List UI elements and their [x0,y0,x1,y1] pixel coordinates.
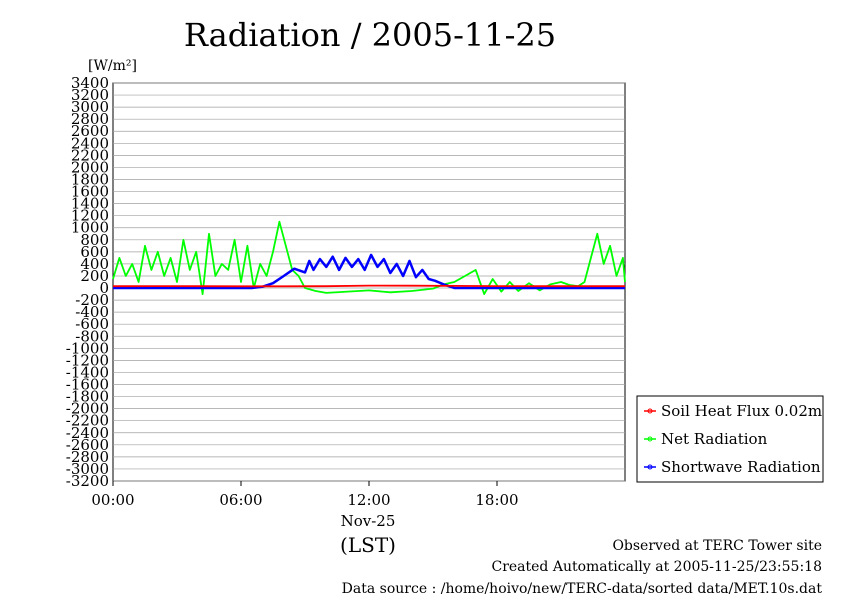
y-tick-label: 200 [80,267,109,285]
chart-title: Radiation / 2005-11-25 [184,16,556,54]
legend-marker-2 [647,464,653,470]
y-tick-label: 600 [80,243,109,261]
x-tick-label: 18:00 [475,491,518,509]
legend-marker-1 [647,436,653,442]
series-lines [112,220,626,296]
annotation-source: Data source : /home/hoivo/new/TERC-data/… [342,581,823,595]
series-line-2 [113,253,625,290]
x-tick-label: 00:00 [91,491,134,509]
y-tick-label: -1800 [66,388,109,406]
y-tick-label: -2400 [66,424,109,442]
legend-label-2: Shortwave Radiation [661,458,821,476]
y-tick-label: -1400 [66,363,109,381]
y-tick-label: -600 [75,315,109,333]
grid-lines [113,82,625,482]
y-tick-label: -3200 [66,472,109,490]
y-tick-label: 1200 [71,207,109,225]
y-tick-label: 2400 [71,134,109,152]
y-tick-label: 1400 [71,195,109,213]
series-line-0 [112,284,625,288]
y-tick-label: 2200 [71,146,109,164]
annotation-created: Created Automatically at 2005-11-25/23:5… [491,559,822,575]
x-tick-label: 06:00 [219,491,262,509]
y-tick-label: 1000 [71,219,109,237]
y-tick-label: -800 [75,327,109,345]
x-tick-label: 12:00 [347,491,390,509]
y-tick-label: 2800 [71,110,109,128]
y-tick-label: -1000 [66,339,109,357]
y-tick-label: 3400 [71,74,109,92]
plot-area [112,82,626,482]
legend-box [636,395,824,483]
y-axis-ticks: 3400320030002800260024002200200018001600… [66,74,109,490]
legend: Soil Heat Flux 0.02m Net Radiation Shortwa… [636,395,824,483]
x-axis-ticks: 00:00 06:00 12:00 18:00 [91,481,519,509]
y-tick-label: -2200 [66,412,109,430]
y-tick-label: 400 [80,255,109,273]
y-tick-label: 2000 [71,158,109,176]
y-tick-label: 1800 [71,170,109,188]
y-tick-label: -2000 [66,400,109,418]
y-tick-label: -400 [75,303,109,321]
y-tick-label: -1600 [66,376,109,394]
x-axis-label: (LST) [340,533,396,557]
x-date-label: Nov-25 [341,512,396,530]
legend-marker-0 [647,408,653,414]
y-tick-label: -200 [75,291,109,309]
series-line-1 [112,220,626,296]
y-tick-label: 1600 [71,183,109,201]
y-tick-label: 3200 [71,86,109,104]
y-tick-label: 0 [99,279,109,297]
y-tick-label: 3000 [71,98,109,116]
legend-label-0: Soil Heat Flux 0.02m [661,402,822,420]
y-tick-label: -2600 [66,436,109,454]
y-tick-label: 2600 [71,122,109,140]
y-tick-label: 800 [80,231,109,249]
y-tick-label: -2800 [66,448,109,466]
y-tick-label: -3000 [66,460,109,478]
legend-label-1: Net Radiation [661,430,768,448]
y-tick-label: -1200 [66,351,109,369]
annotation-observed: Observed at TERC Tower site [612,538,822,554]
y-axis-unit: [W/m²] [88,58,137,74]
